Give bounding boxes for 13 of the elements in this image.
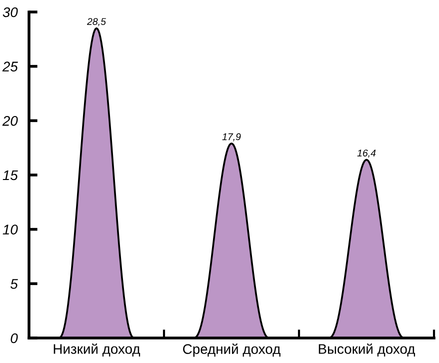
data-label: 17,9: [222, 133, 241, 142]
x-tick-label: Низкий доход: [54, 343, 140, 357]
y-tick-label: 20: [2, 116, 18, 126]
y-tick-label: 10: [2, 224, 18, 235]
y-tick-label: 0: [10, 333, 18, 344]
x-tick-label: Средний доход: [183, 344, 280, 357]
y-tick-label: 15: [2, 170, 18, 180]
y-tick-label: 30: [2, 7, 18, 18]
x-tick-label: Высокий доход: [318, 343, 416, 357]
y-tick-label: 25: [2, 62, 18, 72]
y-tick-label: 5: [10, 279, 18, 289]
data-label: 16,4: [357, 150, 376, 158]
data-label: 28,5: [86, 18, 106, 26]
